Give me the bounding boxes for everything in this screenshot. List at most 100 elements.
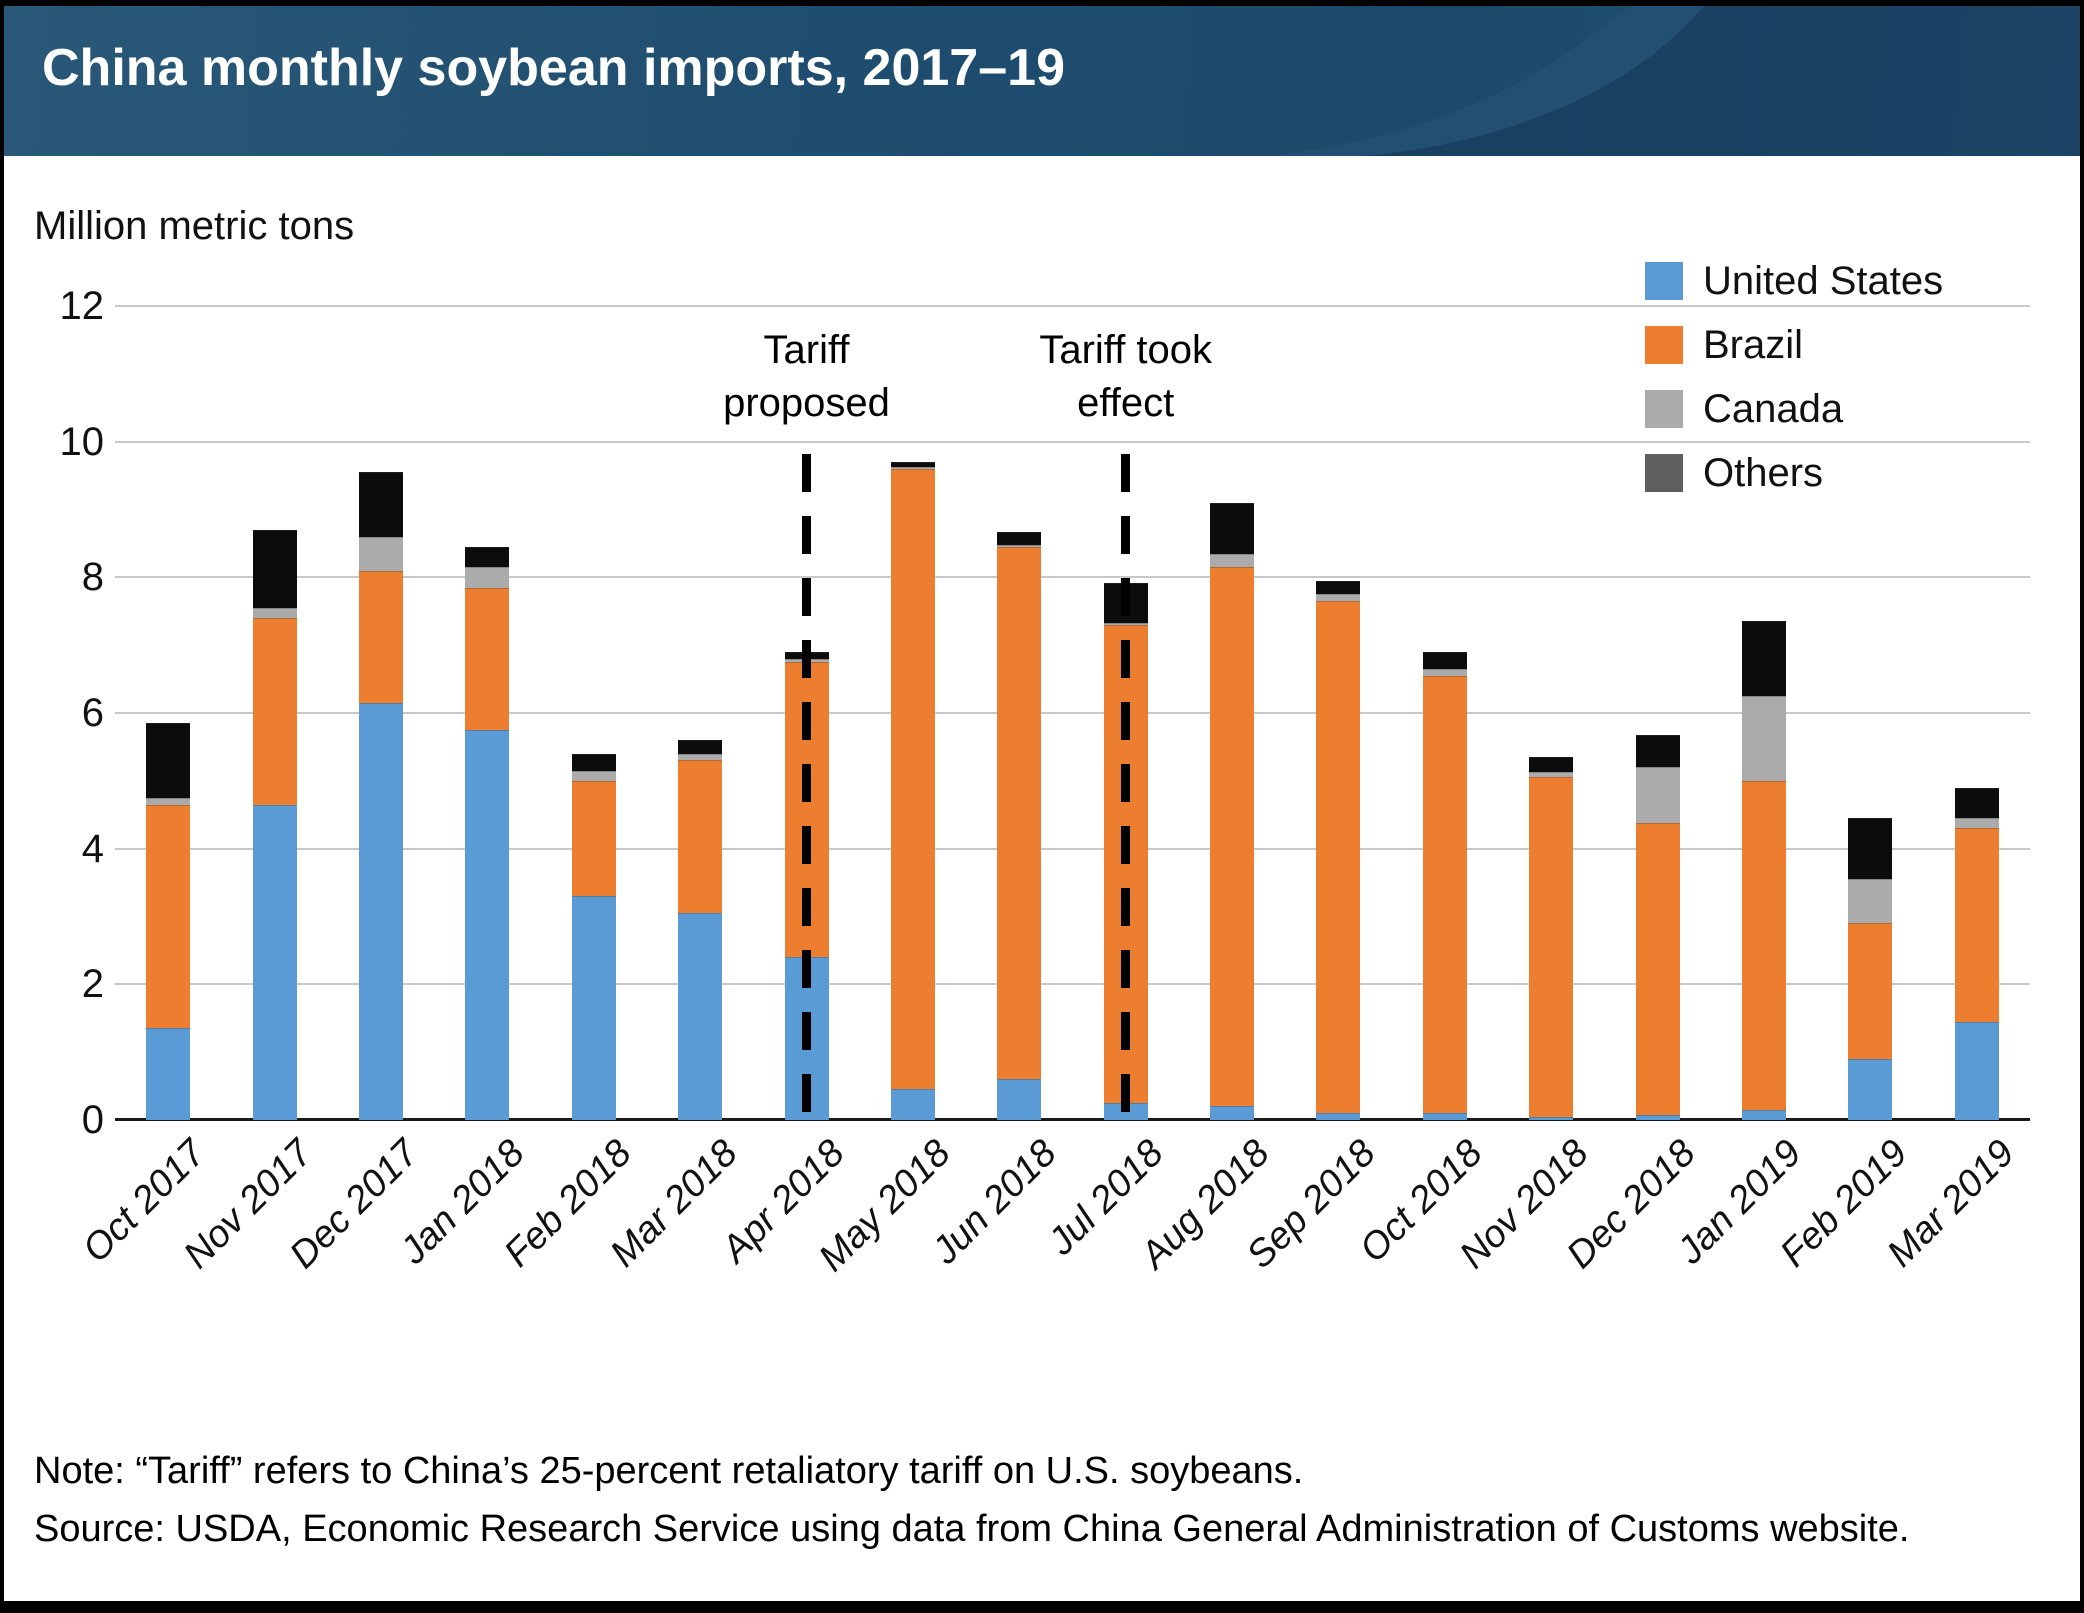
- segment-others: [997, 531, 1042, 546]
- segment-canada: [890, 467, 935, 469]
- header-swoosh-decoration: [1274, 6, 2080, 156]
- segment-others: [1954, 787, 1999, 819]
- bar-slot-nov-2017: [221, 306, 327, 1120]
- bar-slot-jan-2019: [1711, 306, 1817, 1120]
- chart-title: China monthly soybean imports, 2017–19: [42, 39, 1065, 97]
- source-text: Source: USDA, Economic Research Service …: [34, 1508, 1910, 1550]
- bar-slot-mar-2018: [647, 306, 753, 1120]
- gridline-4: [115, 847, 2030, 850]
- y-tick-label-8: 8: [81, 555, 104, 600]
- bar-slot-feb-2019: [1817, 306, 1923, 1120]
- legend-item-canada: Canada: [1645, 377, 1943, 441]
- stacked-bar-mar-2019: [1954, 787, 1999, 1120]
- bar-slot-oct-2017: [115, 306, 221, 1120]
- legend-item-brazil: Brazil: [1645, 313, 1943, 377]
- legend-label: Brazil: [1703, 322, 1804, 367]
- segment-united-states: [1848, 1058, 1893, 1120]
- y-tick-label-12: 12: [59, 284, 105, 328]
- segment-united-states: [890, 1089, 935, 1120]
- legend-swatch-brazil: [1645, 326, 1683, 364]
- segment-brazil: [465, 587, 510, 730]
- bar-slot-may-2018: [860, 306, 966, 1120]
- stacked-bar-dec-2017: [358, 472, 403, 1120]
- annotation-line: proposed: [723, 381, 890, 425]
- plot-area: [115, 305, 2030, 1121]
- annotation-line: effect: [1077, 381, 1175, 425]
- gridline-6: [115, 712, 2030, 714]
- segment-others: [1210, 502, 1255, 554]
- segment-others: [1742, 621, 1787, 697]
- annotation-tariff-proposed: Tariff proposed: [723, 324, 890, 430]
- stacked-bar-jan-2019: [1742, 621, 1787, 1120]
- legend-label: Canada: [1703, 386, 1844, 431]
- segment-united-states: [1742, 1109, 1787, 1120]
- stacked-bar-sep-2018: [1316, 580, 1361, 1120]
- gridline-8: [115, 576, 2030, 579]
- segment-others: [146, 723, 191, 798]
- segment-others: [465, 546, 510, 568]
- segment-others: [1529, 757, 1574, 773]
- segment-united-states: [1210, 1106, 1255, 1120]
- legend-swatch-canada: [1645, 390, 1683, 428]
- segment-others: [1316, 580, 1361, 595]
- stacked-bar-nov-2018: [1529, 757, 1574, 1120]
- bar-slot-mar-2019: [1924, 306, 2030, 1120]
- segment-canada: [465, 567, 510, 588]
- bar-slot-jan-2018: [434, 306, 540, 1120]
- stacked-bar-aug-2018: [1210, 502, 1255, 1120]
- segment-brazil: [678, 760, 723, 914]
- x-tick-label-mar-2019: Mar 2019: [1879, 1132, 2023, 1276]
- bar-slot-nov-2018: [1498, 306, 1604, 1120]
- y-tick-label-6: 6: [81, 691, 104, 735]
- segment-others: [1848, 818, 1893, 880]
- legend: United States Brazil Canada Others: [1645, 249, 1943, 505]
- stacked-bar-jan-2018: [465, 546, 510, 1120]
- segment-brazil: [1848, 923, 1893, 1059]
- segment-brazil: [1422, 675, 1467, 1114]
- segment-brazil: [146, 804, 191, 1029]
- stacked-bar-mar-2018: [678, 740, 723, 1120]
- segment-others: [252, 529, 297, 608]
- segment-brazil: [358, 570, 403, 703]
- gridline-2: [115, 983, 2030, 986]
- segment-united-states: [1529, 1116, 1574, 1120]
- segment-united-states: [465, 729, 510, 1120]
- bar-slot-feb-2018: [541, 306, 647, 1120]
- segment-canada: [1742, 696, 1787, 781]
- segment-united-states: [252, 804, 297, 1120]
- segment-canada: [678, 753, 723, 761]
- segment-canada: [1210, 553, 1255, 568]
- bar-slot-sep-2018: [1285, 306, 1391, 1120]
- segment-canada: [1954, 818, 1999, 829]
- stacked-bar-may-2018: [890, 462, 935, 1120]
- stacked-bar-feb-2018: [571, 753, 616, 1120]
- y-tick-label-2: 2: [81, 962, 104, 1007]
- segment-brazil: [1742, 780, 1787, 1110]
- gridline-10: [115, 440, 2030, 443]
- segment-brazil: [1635, 822, 1680, 1115]
- segment-brazil: [252, 618, 297, 805]
- stacked-bar-nov-2017: [252, 529, 297, 1120]
- legend-swatch-united-states: [1645, 262, 1683, 300]
- segment-united-states: [678, 913, 723, 1120]
- segment-brazil: [1316, 601, 1361, 1114]
- segment-others: [1635, 734, 1680, 768]
- segment-others: [890, 462, 935, 468]
- segment-united-states: [1635, 1114, 1680, 1120]
- stacked-bar-oct-2017: [146, 723, 191, 1120]
- legend-item-others: Others: [1645, 441, 1943, 505]
- segment-brazil: [571, 780, 616, 897]
- annotation-tariff-took-effect: Tariff took effect: [1039, 324, 1212, 430]
- bar-slot-jun-2018: [966, 306, 1072, 1120]
- note-text: Note: “Tariff” refers to China’s 25-perc…: [34, 1450, 1304, 1492]
- segment-united-states: [997, 1079, 1042, 1120]
- y-tick-label-10: 10: [59, 419, 105, 464]
- segment-brazil: [997, 546, 1042, 1080]
- y-tick-label-4: 4: [81, 826, 104, 871]
- segment-united-states: [1954, 1021, 1999, 1120]
- segment-canada: [146, 797, 191, 805]
- legend-swatch-others: [1645, 454, 1683, 492]
- segment-united-states: [358, 702, 403, 1120]
- segment-united-states: [571, 896, 616, 1120]
- segment-canada: [571, 770, 616, 781]
